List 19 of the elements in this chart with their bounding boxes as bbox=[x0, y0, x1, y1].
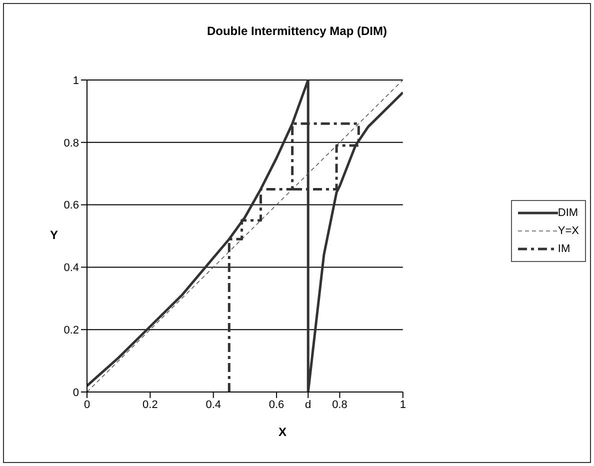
y-tick-label: 1 bbox=[72, 74, 79, 87]
y-axis-title: Y bbox=[50, 228, 58, 242]
x-tick-label: 0.6 bbox=[268, 398, 284, 411]
y-tick-label: 0.2 bbox=[64, 324, 79, 337]
x-tick-label: 1 bbox=[400, 398, 406, 411]
y-tick-label: 0.6 bbox=[64, 200, 79, 212]
y-tick-label: 0.4 bbox=[64, 262, 79, 274]
chart-title: Double Intermittency Map (DIM) bbox=[206, 24, 388, 38]
legend-label: DIM bbox=[558, 207, 578, 219]
legend-label: IM bbox=[558, 243, 570, 255]
y-tick-label: 0 bbox=[72, 386, 79, 399]
x-tick-label: 0 bbox=[84, 398, 90, 411]
y-tick-label: 0.8 bbox=[64, 137, 79, 150]
x-tick-label: d bbox=[305, 398, 312, 411]
x-tick-label: 0.2 bbox=[142, 398, 158, 411]
x-tick-label: 0.4 bbox=[206, 398, 222, 411]
x-tick-label: 0.8 bbox=[332, 398, 348, 411]
legend-label: Y=X bbox=[558, 225, 579, 237]
x-axis-title: X bbox=[277, 425, 288, 439]
